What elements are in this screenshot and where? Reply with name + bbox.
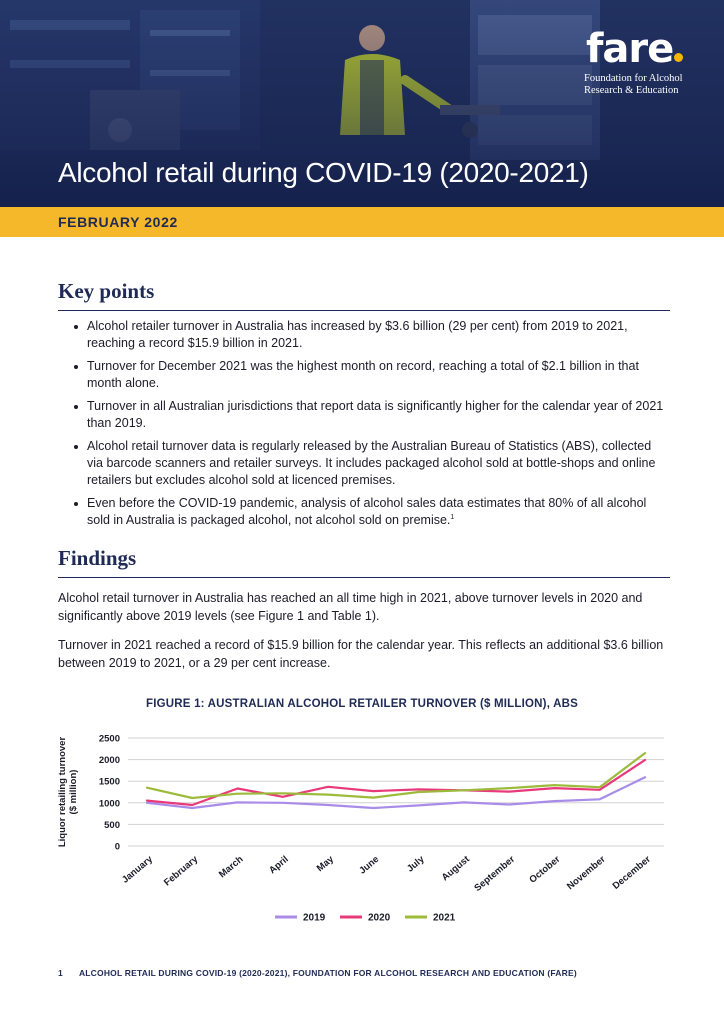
page-number: 1 [58, 968, 63, 978]
y-tick-label: 0 [115, 842, 120, 853]
legend-label: 2019 [303, 913, 326, 924]
x-tick-label: December [611, 854, 653, 892]
date-band: FEBRUARY 2022 [0, 207, 724, 237]
key-point: Turnover for December 2021 was the highe… [58, 358, 670, 392]
x-tick-label: April [267, 854, 291, 876]
hero-overlay [0, 0, 724, 207]
key-points-list: Alcohol retailer turnover in Australia h… [58, 318, 670, 535]
findings-paragraph-2: Turnover in 2021 reached a record of $15… [58, 638, 664, 670]
x-tick-label: November [565, 854, 608, 892]
turnover-line-chart: Liquor retailing turnover($ million) 0 500… [57, 734, 664, 924]
key-point: Alcohol retail turnover data is regularl… [58, 438, 670, 489]
footer-text: ALCOHOL RETAIL DURING COVID-19 (2020-202… [78, 968, 577, 978]
legend-label: 2021 [433, 913, 456, 924]
y-tick-label: 1500 [99, 777, 120, 788]
x-tick-label: June [357, 854, 381, 877]
y-axis-title: Liquor retailing turnover($ million) [57, 737, 79, 848]
x-tick-label: August [440, 853, 473, 883]
page-title: Alcohol retail during COVID-19 (2020-202… [58, 157, 589, 188]
x-tick-label: July [405, 853, 427, 874]
y-tick-label: 2000 [99, 755, 120, 766]
logo-dot [674, 53, 684, 62]
x-tick-label: January [120, 853, 156, 885]
logo-word: fare [586, 26, 674, 72]
footnote-marker: 1 [450, 513, 455, 521]
key-point: Alcohol retailer turnover in Australia h… [58, 318, 670, 352]
y-tick-label: 2500 [99, 734, 120, 745]
key-point: Even before the COVID-19 pandemic, analy… [58, 495, 670, 529]
findings-paragraph-1: Alcohol retail turnover in Australia has… [58, 591, 643, 623]
key-point: Turnover in all Australian jurisdictions… [58, 398, 670, 432]
logo-tagline-2: Research & Education [584, 85, 679, 96]
figure-title: FIGURE 1: AUSTRALIAN ALCOHOL RETAILER TU… [146, 698, 578, 710]
x-tick-label: May [315, 853, 337, 874]
x-tick-label: February [162, 853, 201, 888]
fare-logo: fare Foundation for Alcohol Research & E… [584, 28, 694, 97]
findings-heading: Findings [58, 546, 670, 578]
logo-tagline-1: Foundation for Alcohol [584, 73, 683, 84]
x-tick-label: March [217, 854, 246, 881]
x-tick-label: September [472, 854, 517, 894]
key-points-heading: Key points [58, 279, 670, 311]
y-tick-label: 500 [104, 820, 120, 831]
hero-banner: fare Foundation for Alcohol Research & E… [0, 0, 724, 207]
publication-date: FEBRUARY 2022 [58, 214, 178, 230]
series-line-2020 [145, 758, 647, 807]
legend-label: 2020 [368, 913, 391, 924]
y-tick-label: 1000 [99, 798, 120, 809]
x-tick-label: October [527, 854, 562, 886]
series-line-2021 [145, 751, 647, 800]
page-footer: 1 ALCOHOL RETAIL DURING COVID-19 (2020-20… [58, 968, 577, 978]
series-line-2019 [145, 776, 647, 810]
